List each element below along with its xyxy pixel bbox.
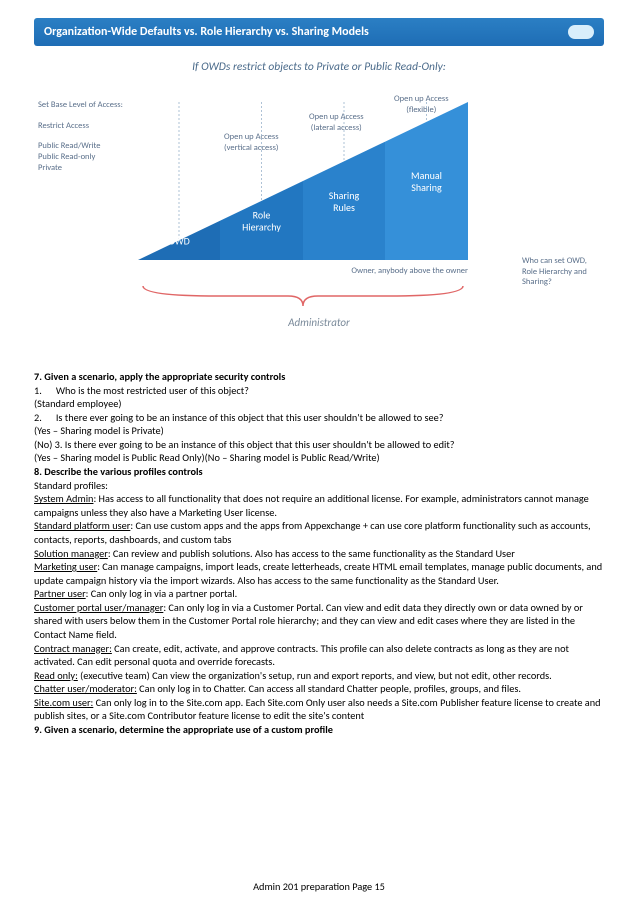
q2-num: 2.	[34, 411, 42, 424]
profile-name: Read only:	[34, 669, 78, 682]
profile-desc: : Can review and publish solutions. Also…	[108, 547, 515, 560]
profile-desc: : Has access to all functionality that d…	[34, 492, 589, 519]
profile-name: Chatter user/moderator:	[34, 682, 137, 695]
svg-text:OWD: OWD	[168, 234, 190, 247]
sec7-q3: (No) 3. Is there ever going to be an ins…	[34, 438, 604, 452]
right-label: Who can set OWD, Role Hierarchy and Shar…	[522, 256, 600, 288]
banner-title: Organization-Wide Defaults vs. Role Hier…	[44, 25, 369, 39]
profile-desc: Can only log in to the Site.com app. Eac…	[34, 696, 601, 723]
triangle-wrap: OWDRoleHierarchySharingRulesManualSharin…	[138, 102, 468, 263]
left-label-item: Public Read/Write Public Read-only Priva…	[38, 141, 130, 173]
sec7-a2: (Yes – Sharing model is Private)	[34, 424, 604, 438]
profile-row: Partner user: Can only log in via a part…	[34, 587, 604, 601]
profile-name: Standard platform user	[34, 519, 130, 532]
title-banner: Organization-Wide Defaults vs. Role Hier…	[34, 18, 604, 46]
subtitle: If OWDs restrict objects to Private or P…	[34, 60, 604, 74]
below-triangle-label: Owner, anybody above the owner	[138, 266, 468, 276]
sharing-diagram: Set Base Level of Access: Restrict Access…	[34, 94, 604, 364]
sec7-q1: 1.Who is the most restricted user of thi…	[34, 384, 604, 398]
profile-name: System Admin	[34, 492, 93, 505]
q1-text: Who is the most restricted user of this …	[42, 384, 249, 397]
sec7-a1: (Standard employee)	[34, 397, 604, 411]
profile-row: Site.com user: Can only log in to the Si…	[34, 696, 604, 723]
sec9-heading: 9. Given a scenario, determine the appro…	[34, 723, 604, 737]
profiles-list: System Admin: Has access to all function…	[34, 492, 604, 723]
profile-row: Contract manager: Can create, edit, acti…	[34, 642, 604, 669]
admin-label: Administrator	[34, 316, 604, 329]
sec7-q2: 2.Is there ever going to be an instance …	[34, 411, 604, 425]
profile-name: Marketing user	[34, 560, 97, 573]
body-text: 7. Given a scenario, apply the appropria…	[34, 370, 604, 737]
profile-row: Customer portal user/manager: Can only l…	[34, 601, 604, 642]
profile-name: Contract manager:	[34, 642, 112, 655]
profile-desc: : Can only log in via a partner portal.	[86, 587, 238, 600]
left-label-item: Set Base Level of Access:	[38, 100, 130, 111]
profile-desc: (executive team) Can view the organizati…	[78, 669, 552, 682]
sec7-heading: 7. Given a scenario, apply the appropria…	[34, 370, 604, 384]
profile-row: Chatter user/moderator: Can only log in …	[34, 682, 604, 696]
sec7-a3: (Yes – Sharing model is Public Read Only…	[34, 451, 604, 465]
q1-num: 1.	[34, 384, 42, 397]
profile-row: Read only: (executive team) Can view the…	[34, 669, 604, 683]
profile-row: System Admin: Has access to all function…	[34, 492, 604, 519]
admin-bracket	[138, 284, 468, 309]
profile-row: Marketing user: Can manage campaigns, im…	[34, 560, 604, 587]
svg-text:ManualSharing: ManualSharing	[411, 169, 442, 194]
left-label-item: Restrict Access	[38, 121, 130, 132]
profile-row: Solution manager: Can review and publish…	[34, 547, 604, 561]
page-footer: Admin 201 preparation Page 15	[0, 880, 638, 893]
triangle-chart: OWDRoleHierarchySharingRulesManualSharin…	[138, 102, 468, 260]
profile-name: Site.com user:	[34, 696, 93, 709]
profile-desc: Can only log in to Chatter. Can access a…	[137, 682, 521, 695]
q2-text: Is there ever going to be an instance of…	[42, 411, 444, 424]
cloud-icon	[568, 25, 594, 39]
sec8-heading: 8. Describe the various profiles control…	[34, 465, 604, 479]
svg-text:SharingRules: SharingRules	[329, 189, 360, 214]
profile-name: Partner user	[34, 587, 86, 600]
left-labels: Set Base Level of Access: Restrict Access…	[38, 100, 130, 183]
profile-row: Standard platform user: Can use custom a…	[34, 519, 604, 546]
profile-desc: Can create, edit, activate, and approve …	[34, 642, 569, 669]
profile-name: Solution manager	[34, 547, 108, 560]
profile-desc: : Can manage campaigns, import leads, cr…	[34, 560, 602, 587]
profile-name: Customer portal user/manager	[34, 601, 163, 614]
sec8-intro: Standard profiles:	[34, 479, 604, 493]
